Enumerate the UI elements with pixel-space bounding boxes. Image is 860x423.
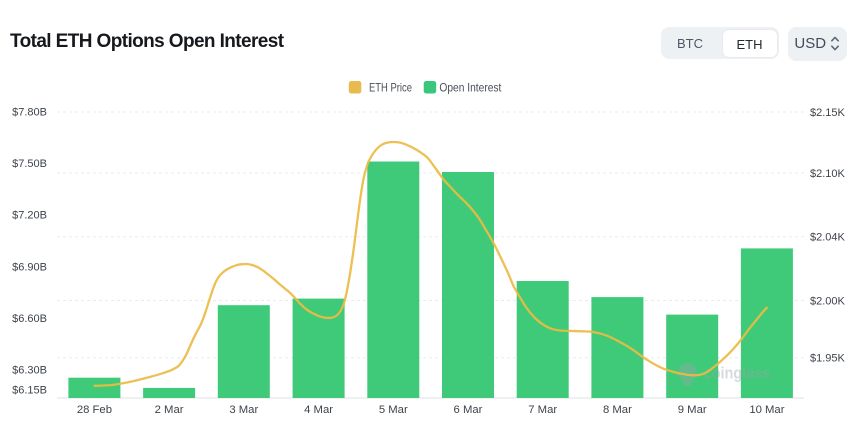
- svg-text:9 Mar: 9 Mar: [678, 404, 707, 416]
- svg-text:Open Interest: Open Interest: [439, 80, 502, 94]
- svg-text:4 Mar: 4 Mar: [304, 404, 333, 416]
- svg-text:28 Feb: 28 Feb: [77, 404, 112, 416]
- svg-text:$6.30B: $6.30B: [12, 365, 47, 377]
- svg-text:$7.20B: $7.20B: [12, 210, 47, 222]
- svg-text:ETH Price: ETH Price: [369, 80, 412, 94]
- svg-text:5 Mar: 5 Mar: [379, 404, 408, 416]
- svg-text:$7.50B: $7.50B: [12, 158, 47, 170]
- svg-text:$2.00K: $2.00K: [810, 295, 846, 307]
- svg-text:$2.10K: $2.10K: [810, 168, 846, 180]
- svg-text:$2.15K: $2.15K: [810, 107, 846, 119]
- svg-text:6 Mar: 6 Mar: [454, 404, 483, 416]
- svg-text:$7.80B: $7.80B: [12, 107, 47, 119]
- svg-text:$6.60B: $6.60B: [12, 313, 47, 325]
- svg-text:$2.04K: $2.04K: [810, 232, 846, 244]
- svg-text:coinglass: coinglass: [704, 364, 771, 383]
- svg-text:$6.15B: $6.15B: [12, 384, 47, 396]
- svg-text:10 Mar: 10 Mar: [749, 404, 784, 416]
- svg-text:2 Mar: 2 Mar: [155, 404, 184, 416]
- svg-text:$6.90B: $6.90B: [12, 261, 47, 273]
- svg-text:7 Mar: 7 Mar: [528, 404, 557, 416]
- svg-text:$1.95K: $1.95K: [810, 353, 846, 365]
- svg-text:3 Mar: 3 Mar: [229, 404, 258, 416]
- svg-text:8 Mar: 8 Mar: [603, 404, 632, 416]
